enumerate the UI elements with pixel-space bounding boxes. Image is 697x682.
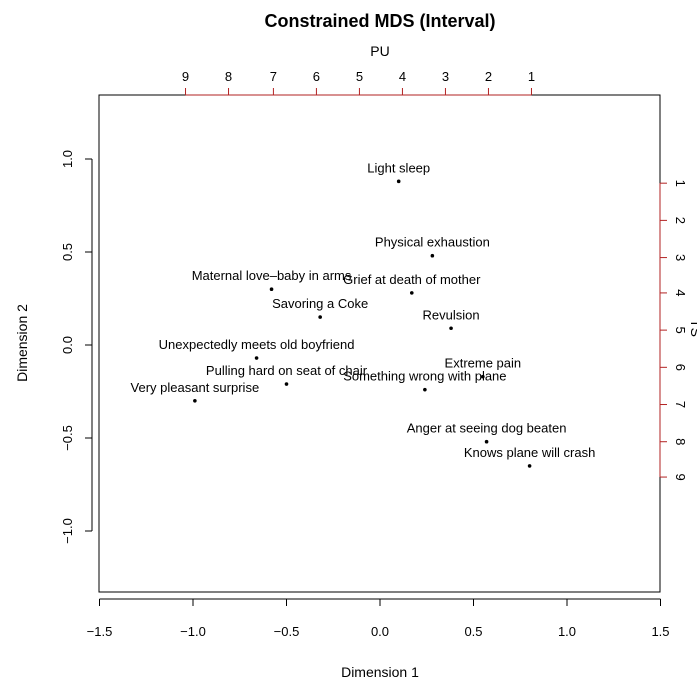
ts-tick-label: 7: [673, 401, 688, 408]
data-point: [481, 374, 485, 379]
ts-tick-label: 2: [673, 217, 688, 224]
pu-axis-label: PU: [370, 43, 389, 59]
y-tick-label: −0.5: [60, 425, 75, 451]
point-label: Something wrong with plane: [343, 369, 506, 384]
x-tick-label: 0.5: [464, 624, 482, 639]
ts-axis-label: TS: [688, 319, 697, 337]
data-point: [484, 439, 489, 444]
x-axis: −1.5 −1.0 −0.5 0.0 0.5 1.0 1.5: [87, 598, 670, 639]
pu-tick-label: 2: [485, 69, 492, 84]
pu-tick-label: 5: [356, 69, 363, 84]
point-label: Grief at death of mother: [343, 272, 481, 287]
x-tick-label: −0.5: [274, 624, 300, 639]
x-tick-label: 0.0: [371, 624, 389, 639]
data-point: [430, 253, 435, 258]
point-label: Savoring a Coke: [272, 296, 368, 311]
y-tick-label: −1.0: [60, 518, 75, 544]
pu-axis: 9 8 7 6 5 4 3 2 1: [182, 69, 535, 96]
points-layer: Light sleep Physical exhaustion Maternal l…: [131, 160, 596, 468]
point-label: Extreme pain: [445, 356, 522, 371]
pu-tick-label: 1: [528, 69, 535, 84]
x-tick-label: 1.0: [558, 624, 576, 639]
point-label: Light sleep: [367, 160, 430, 175]
point-label: Maternal love–baby in arms: [192, 268, 352, 283]
pu-tick-label: 9: [182, 69, 189, 84]
ts-tick-label: 3: [673, 254, 688, 261]
point-label: Very pleasant surprise: [131, 380, 260, 395]
y-tick-label: 0.5: [60, 243, 75, 261]
point-label: Knows plane will crash: [464, 445, 596, 460]
y-tick-label: 1.0: [60, 150, 75, 168]
data-point: [449, 326, 453, 331]
ts-tick-label: 9: [673, 473, 688, 480]
y-axis: −1.0 −0.5 0.0 0.5 1.0: [60, 150, 93, 544]
pu-tick-label: 7: [270, 69, 277, 84]
x-axis-label: Dimension 1: [341, 664, 419, 680]
x-tick-label: −1.5: [87, 624, 113, 639]
chart-title: Constrained MDS (Interval): [264, 11, 495, 31]
data-point: [396, 179, 401, 184]
ts-axis: 1 2 3 4 5 6 7 8 9: [659, 180, 688, 481]
data-point: [527, 464, 532, 468]
pu-tick-label: 6: [313, 69, 320, 84]
data-point: [409, 291, 414, 295]
data-point: [318, 315, 322, 319]
pu-tick-label: 3: [442, 69, 449, 84]
x-tick-label: 1.5: [651, 624, 669, 639]
point-label: Revulsion: [423, 307, 480, 322]
pu-tick-label: 4: [399, 69, 406, 84]
ts-tick-label: 1: [673, 180, 688, 187]
ts-tick-label: 5: [673, 327, 688, 334]
y-tick-label: 0.0: [60, 336, 75, 354]
point-label: Physical exhaustion: [375, 235, 490, 250]
ts-tick-label: 4: [673, 289, 688, 296]
point-label: Unexpectedly meets old boyfriend: [159, 337, 355, 352]
ts-tick-label: 8: [673, 438, 688, 445]
point-label: Anger at seeing dog beaten: [407, 421, 567, 436]
data-point: [193, 399, 197, 403]
data-point: [254, 356, 259, 360]
x-tick-label: −1.0: [180, 624, 206, 639]
data-point: [284, 382, 289, 386]
y-axis-label: Dimension 2: [14, 304, 30, 382]
point-label: Pulling hard on seat of chair: [206, 363, 368, 378]
data-point: [269, 287, 274, 292]
pu-tick-label: 8: [225, 69, 232, 84]
data-point: [423, 387, 427, 392]
ts-tick-label: 6: [673, 364, 688, 371]
